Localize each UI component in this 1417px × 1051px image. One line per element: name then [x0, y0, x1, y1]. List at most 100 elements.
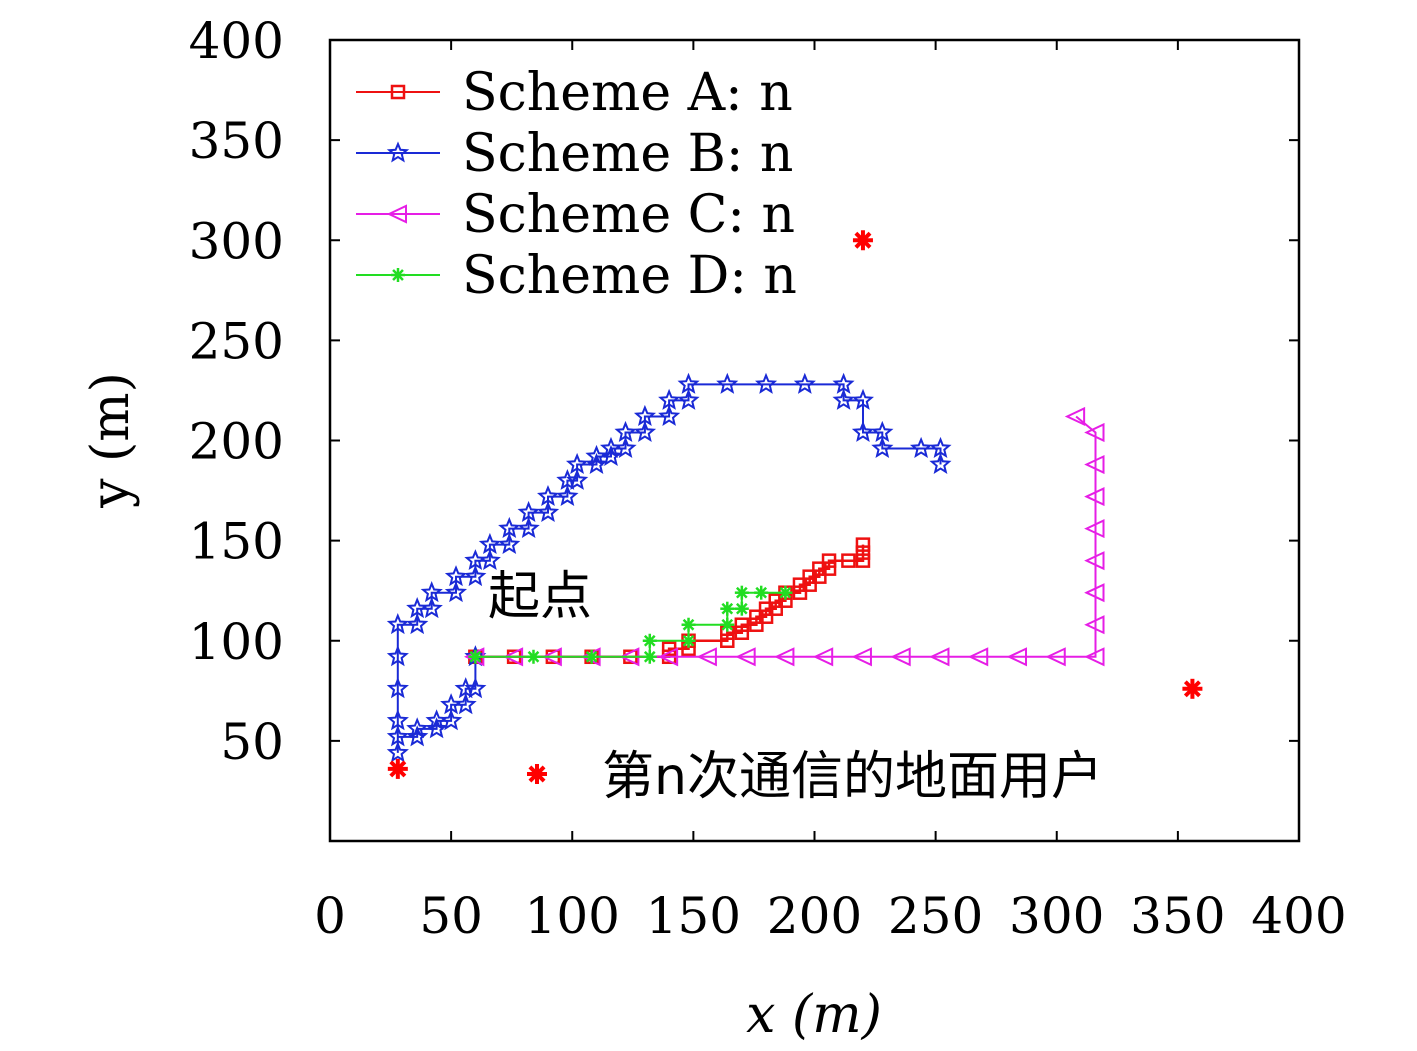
- scheme-a-marker: [758, 609, 774, 624]
- ground-user-point: [387, 758, 408, 779]
- y-tick-label: 100: [189, 613, 284, 671]
- scheme-b-series: [386, 372, 952, 763]
- axis-ticks: [329, 39, 1300, 841]
- scheme-c-marker: [1045, 647, 1066, 667]
- scheme-b-marker: [537, 484, 560, 507]
- scheme-d-marker: [681, 617, 696, 632]
- scheme-b-marker: [454, 677, 477, 699]
- scheme-b-marker: [406, 717, 429, 739]
- legend-label-scheme-a: Scheme A: n: [462, 63, 793, 123]
- series-layer: [386, 372, 1105, 763]
- scheme-b-marker: [425, 709, 448, 731]
- scheme-c-marker: [1006, 647, 1027, 667]
- scheme-c-marker: [1084, 422, 1105, 443]
- x-tick-label: 100: [525, 887, 620, 945]
- scheme-c-marker: [1084, 583, 1105, 603]
- scheme-b-marker: [929, 436, 952, 458]
- scheme-c-marker: [1084, 454, 1105, 475]
- legend-marker-scheme-c: [386, 204, 407, 224]
- scheme-d-marker: [642, 649, 657, 664]
- scheme-b-marker: [633, 420, 657, 442]
- scheme-b-marker: [871, 436, 894, 458]
- scheme-a-marker: [734, 617, 750, 632]
- y-tick-label: 300: [189, 212, 284, 270]
- y-axis-label: y (m): [81, 372, 141, 509]
- scheme-c-marker: [1084, 519, 1105, 539]
- scheme-c-marker: [1084, 647, 1105, 667]
- scheme-c-marker: [967, 647, 989, 667]
- x-tick-label: 300: [1009, 887, 1104, 945]
- ground-users-layer: [387, 230, 1203, 779]
- scheme-b-marker: [444, 565, 467, 587]
- scheme-a-marker: [812, 561, 827, 576]
- legend-label-scheme-b: Scheme B: n: [462, 124, 793, 184]
- scheme-c-marker: [812, 647, 834, 667]
- scheme-c-marker: [1084, 615, 1105, 635]
- scheme-b-marker: [464, 565, 487, 587]
- scheme-d-marker: [642, 633, 657, 648]
- y-tick-label: 50: [220, 713, 284, 771]
- scheme-b-marker: [556, 484, 579, 507]
- scheme-b-marker: [386, 709, 409, 731]
- scheme-a-marker: [792, 577, 808, 592]
- scheme-b-marker: [386, 725, 409, 747]
- scheme-d-marker: [526, 649, 541, 664]
- scheme-b-marker: [517, 500, 540, 523]
- scheme-d-marker: [468, 649, 483, 664]
- x-tick-label: 400: [1251, 887, 1346, 945]
- scheme-b-marker: [498, 532, 521, 555]
- scheme-a-marker: [768, 593, 783, 608]
- scheme-b-marker: [677, 372, 700, 394]
- scheme-a-marker: [812, 569, 827, 584]
- legend-label-scheme-c: Scheme C: n: [462, 185, 795, 245]
- y-tick-label: 400: [189, 12, 284, 70]
- ground-user-point: [852, 230, 873, 251]
- y-tick-label: 250: [189, 312, 284, 370]
- scheme-b-marker: [386, 645, 409, 667]
- scheme-b-marker: [755, 372, 778, 394]
- x-axis-label: x (m): [746, 985, 882, 1045]
- scheme-b-marker: [386, 741, 409, 763]
- scheme-b-marker: [658, 388, 681, 410]
- scheme-a-marker: [749, 609, 764, 624]
- y-tick-label: 150: [189, 513, 284, 571]
- scheme-b-marker: [600, 444, 623, 466]
- scheme-b-marker: [406, 613, 429, 635]
- start-point-label: 起点: [488, 567, 592, 627]
- scheme-b-marker: [614, 420, 637, 442]
- x-tick-label: 250: [888, 887, 983, 945]
- y-tick-labels: 50 100 150 200 250 300 350 400: [189, 12, 284, 771]
- scheme-b-marker: [851, 420, 875, 442]
- scheme-c-marker: [657, 647, 679, 667]
- x-tick-label: 350: [1130, 887, 1225, 945]
- scheme-c-marker: [774, 647, 795, 667]
- scheme-b-marker: [793, 372, 816, 394]
- scheme-a-marker: [821, 553, 837, 568]
- scheme-a-marker: [720, 633, 735, 648]
- scheme-b-marker: [565, 452, 589, 474]
- legend-entry-scheme-b: Scheme B: n: [356, 124, 793, 184]
- scheme-d-marker: [734, 601, 749, 616]
- scheme-b-marker: [633, 404, 657, 426]
- scheme-a-marker: [734, 625, 750, 640]
- legend-entry-scheme-a: Scheme A: n: [356, 63, 793, 123]
- scheme-b-marker: [425, 717, 448, 739]
- scheme-a-marker: [758, 601, 774, 616]
- scheme-d-marker: [754, 585, 769, 600]
- scheme-a-marker: [821, 561, 837, 576]
- scheme-b-marker: [478, 549, 501, 571]
- scheme-c-marker: [735, 647, 756, 667]
- scheme-a-marker: [792, 585, 808, 600]
- scheme-d-series: [468, 585, 793, 664]
- scheme-b-marker: [614, 436, 637, 458]
- x-tick-label: 200: [767, 887, 862, 945]
- scheme-b-marker: [929, 452, 952, 474]
- scheme-a-marker: [855, 545, 871, 560]
- scheme-a-marker: [749, 617, 764, 632]
- ground-user-point: [1182, 678, 1203, 699]
- scheme-b-marker: [585, 452, 608, 474]
- scheme-d-marker: [681, 633, 696, 648]
- scheme-d-marker: [720, 601, 735, 616]
